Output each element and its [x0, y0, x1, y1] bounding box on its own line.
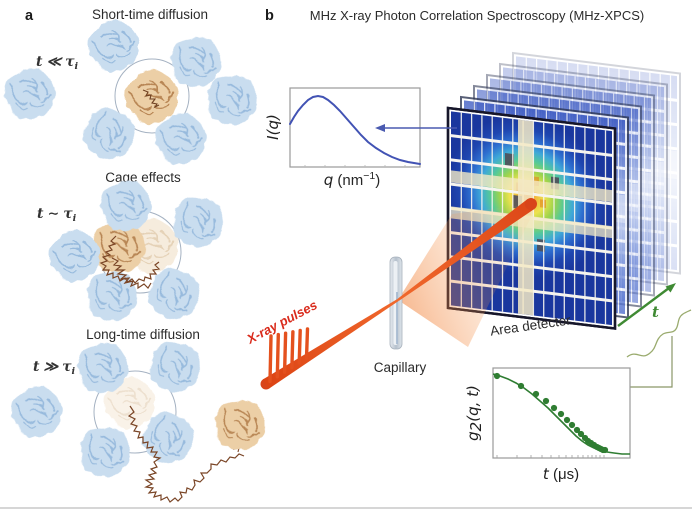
diffusion-trajectory-long — [127, 405, 245, 503]
iq-ylabel: I(q) — [264, 114, 282, 140]
panel-a-label: a — [25, 8, 34, 24]
iq-xlabel: q (nm−1) — [324, 170, 381, 189]
scattered-beam-cone — [398, 204, 533, 347]
connector-squiggle — [626, 309, 692, 358]
arrowhead-up-right — [665, 283, 676, 293]
g2-ylabel: g2(q, t) — [464, 385, 485, 441]
g2-plot: g2(q, t) t (μs) — [464, 367, 631, 483]
iq-arrow — [375, 124, 457, 132]
protein-blue — [89, 21, 139, 71]
protein-blue — [50, 231, 100, 281]
time-regime-label-short: t ≪ τi — [36, 54, 79, 72]
iq-plot: I(q) q (nm−1) — [264, 87, 457, 189]
time-regime-label-cage: t ∼ τi — [37, 206, 77, 224]
time-regime-label-long: t ≫ τi — [33, 359, 76, 377]
diffusion-trajectory-short — [142, 89, 160, 109]
diffusion-trajectory-cage — [99, 235, 161, 290]
cage-circle — [93, 370, 177, 454]
xray-pulse-comb — [268, 327, 310, 384]
time-axis-label: t — [652, 303, 659, 321]
cage-circle — [114, 58, 190, 134]
protein-tan-tracer — [126, 71, 179, 124]
xray-beam — [260, 198, 537, 390]
beamstop-gap-horizontal — [451, 170, 612, 203]
panel-a: a Short-time diffusion t ≪ τi Cage effects… — [0, 7, 275, 503]
protein-blue — [8, 383, 66, 441]
short-time-cluster — [0, 21, 267, 168]
long-time-cluster — [8, 332, 275, 503]
g2-xlabel: t (μs) — [543, 465, 579, 483]
section-title-short-time: Short-time diffusion — [92, 7, 208, 22]
capillary-label: Capillary — [374, 360, 427, 375]
cage-effects-cluster — [50, 174, 233, 331]
protein-tan-displaced — [205, 390, 275, 460]
section-title-long-time: Long-time diffusion — [86, 327, 200, 342]
protein-blue — [0, 63, 61, 124]
capillary-tube — [389, 256, 403, 350]
iq-curve — [289, 94, 421, 165]
panel-b: b MHz X-ray Photon Correlation Spectrosc… — [243, 8, 692, 483]
panel-b-title: MHz X-ray Photon Correlation Spectroscop… — [310, 8, 645, 23]
g2-axis-ticks — [496, 455, 605, 458]
beam-tip — [525, 198, 537, 210]
arrowhead-left — [375, 124, 385, 132]
panel-b-label: b — [265, 8, 274, 24]
time-axis-arrow — [617, 283, 676, 327]
section-title-cage: Cage effects — [105, 170, 181, 185]
g2-dots — [493, 372, 609, 454]
iq-axis-ticks — [304, 165, 406, 167]
